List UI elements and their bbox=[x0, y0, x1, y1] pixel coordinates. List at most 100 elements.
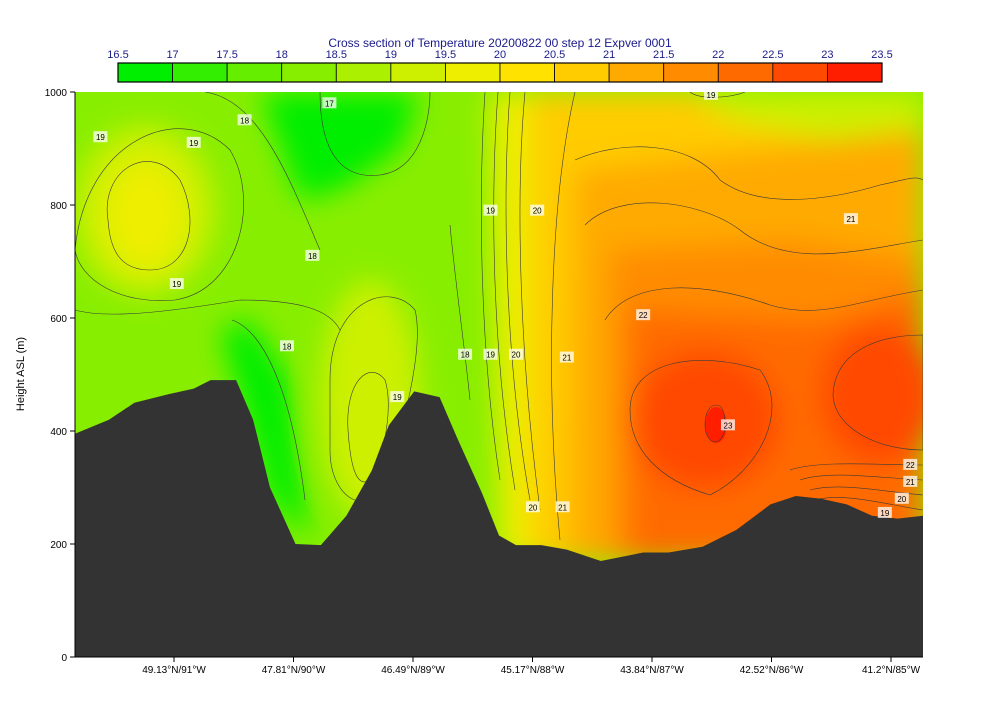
colorbar-swatch bbox=[226, 62, 283, 83]
contour-label: 21 bbox=[846, 215, 855, 224]
colorbar-swatch bbox=[281, 62, 337, 83]
contour-line bbox=[204, 92, 321, 251]
contour-line bbox=[481, 92, 501, 481]
contour-label-bg bbox=[894, 492, 909, 504]
contour-label: 18 bbox=[308, 252, 317, 261]
contour-label-bg bbox=[483, 204, 498, 216]
contour-label: 20 bbox=[533, 207, 542, 216]
contour-label-bg bbox=[559, 351, 574, 363]
x-tick-label: 46.49°N/89°W bbox=[381, 665, 445, 676]
contour-label-bg bbox=[280, 340, 294, 352]
contour-label: 19 bbox=[486, 351, 495, 360]
contour-label-bg bbox=[720, 419, 735, 431]
contour-label-bg bbox=[555, 501, 570, 513]
x-tick-label: 41.2°N/85°W bbox=[862, 665, 921, 676]
colorbar-swatch bbox=[554, 62, 610, 83]
y-tick-label: 0 bbox=[61, 653, 67, 664]
colorbar-label: 23.5 bbox=[871, 49, 892, 61]
contour-line bbox=[319, 92, 431, 176]
contour-label: 20 bbox=[512, 351, 521, 360]
contour-line bbox=[519, 92, 541, 511]
colorbar-label: 18 bbox=[276, 49, 288, 61]
colorbar-frame bbox=[117, 62, 883, 83]
contour-label: 19 bbox=[393, 393, 402, 402]
left-valley-cold bbox=[220, 320, 310, 540]
contour-label: 19 bbox=[96, 133, 105, 142]
contour-label: 17 bbox=[325, 99, 334, 108]
colorbar-swatch bbox=[390, 62, 446, 83]
contour-label-bg bbox=[530, 204, 545, 216]
y-axis-title: Height ASL (m) bbox=[15, 337, 27, 411]
contour-label-bg bbox=[525, 501, 540, 513]
contour-label: 18 bbox=[283, 342, 292, 351]
colorbar-label: 17.5 bbox=[216, 49, 237, 61]
contour-line bbox=[231, 319, 306, 501]
contour-label: 19 bbox=[189, 139, 198, 148]
contour-label: 22 bbox=[906, 461, 915, 470]
contour-line bbox=[493, 92, 516, 491]
contour-label-bg bbox=[636, 309, 651, 321]
contour-label-bg bbox=[237, 114, 252, 126]
contour-line bbox=[551, 92, 576, 541]
contour-line bbox=[75, 299, 341, 331]
contour-label: 22 bbox=[639, 311, 648, 320]
contour-line bbox=[604, 287, 923, 321]
x-tick-label: 43.84°N/87°W bbox=[620, 665, 684, 676]
colorbar-swatch bbox=[499, 62, 555, 83]
contour-label-bg bbox=[390, 391, 405, 403]
x-tick-label: 49.13°N/91°W bbox=[142, 665, 206, 676]
contour-line bbox=[449, 224, 471, 401]
y-tick-label: 200 bbox=[50, 540, 67, 551]
contour-label-bg bbox=[903, 458, 918, 470]
colorbar-swatch bbox=[772, 62, 828, 83]
colorbar-swatch bbox=[172, 62, 228, 83]
contour-label: 19 bbox=[172, 280, 181, 289]
contour-label: 19 bbox=[880, 509, 889, 518]
colorbar-label: 23 bbox=[821, 49, 833, 61]
contour-line bbox=[347, 372, 389, 483]
contour-label: 20 bbox=[528, 503, 537, 512]
colorbar-label: 20 bbox=[494, 49, 506, 61]
hot-core-peak bbox=[705, 407, 727, 443]
y-axis: 0 200 400 600 800 1000 bbox=[45, 88, 75, 664]
upper-left-warm-core bbox=[105, 160, 185, 270]
colorbar-label: 22 bbox=[712, 49, 724, 61]
colorbar-swatch bbox=[717, 62, 774, 83]
contour-line bbox=[505, 92, 531, 501]
colorbar-swatch bbox=[663, 62, 719, 83]
colorbar: 16.5 17 17.5 18 18.5 19 19.5 20 20.5 21 21.5 22 22.5… bbox=[107, 49, 893, 83]
contour-label-bg bbox=[93, 131, 108, 143]
colorbar-swatch bbox=[117, 62, 173, 83]
contour-label-bg bbox=[843, 213, 858, 225]
colorbar-label: 19 bbox=[385, 49, 397, 61]
contour-label-bg bbox=[186, 136, 201, 148]
y-tick-label: 600 bbox=[50, 314, 67, 325]
contour-label-bg bbox=[458, 348, 473, 360]
contour-label: 23 bbox=[724, 421, 733, 430]
chart-title: Cross section of Temperature 20200822 00… bbox=[328, 36, 672, 50]
x-axis: 49.13°N/91°W 47.81°N/90°W 46.49°N/89°W 45.1… bbox=[142, 657, 921, 676]
colorbar-label: 21.5 bbox=[653, 49, 674, 61]
contour-label-bg bbox=[322, 97, 337, 109]
cold-region bbox=[260, 92, 420, 200]
x-tick-label: 45.17°N/88°W bbox=[501, 665, 565, 676]
colorbar-swatch bbox=[608, 62, 665, 83]
contour-line bbox=[584, 202, 923, 255]
colorbar-swatch bbox=[445, 62, 501, 83]
contour-line bbox=[814, 497, 923, 511]
contour-label: 21 bbox=[906, 478, 915, 487]
contour-label: 18 bbox=[240, 116, 249, 125]
colorbar-swatch bbox=[827, 62, 883, 83]
colorbar-label: 20.5 bbox=[544, 49, 565, 61]
x-tick-label: 42.52°N/86°W bbox=[740, 665, 804, 676]
colorbar-swatch bbox=[335, 62, 392, 83]
y-tick-label: 800 bbox=[50, 201, 67, 212]
y-tick-label: 400 bbox=[50, 427, 67, 438]
contour-label: 20 bbox=[897, 495, 906, 504]
contour-line bbox=[809, 486, 923, 496]
colorbar-label: 16.5 bbox=[107, 49, 128, 61]
contour-label: 21 bbox=[562, 354, 571, 363]
